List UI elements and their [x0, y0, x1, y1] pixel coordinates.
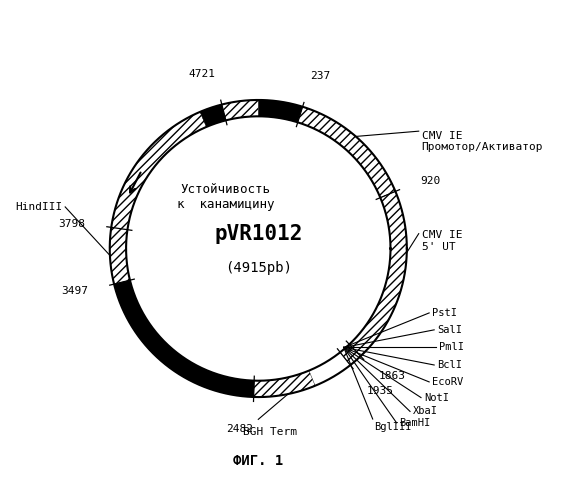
- Polygon shape: [340, 344, 361, 365]
- Text: 1863: 1863: [379, 370, 406, 380]
- Text: NotI: NotI: [424, 392, 449, 402]
- Polygon shape: [258, 100, 302, 122]
- Text: BamHI: BamHI: [400, 418, 431, 428]
- Polygon shape: [200, 104, 226, 127]
- Text: 3798: 3798: [58, 218, 85, 228]
- Text: CMV IE
Промотор/Активатор: CMV IE Промотор/Активатор: [422, 131, 543, 152]
- Text: pVR1012: pVR1012: [214, 224, 302, 244]
- Text: XbaI: XbaI: [413, 406, 438, 416]
- Text: 3497: 3497: [61, 286, 88, 296]
- Text: ФИГ. 1: ФИГ. 1: [233, 454, 283, 468]
- Polygon shape: [222, 100, 258, 120]
- Text: BGH Term: BGH Term: [244, 427, 297, 437]
- Text: PmlI: PmlI: [439, 342, 464, 352]
- Polygon shape: [110, 112, 206, 284]
- Text: 920: 920: [420, 176, 440, 186]
- Text: BglIII: BglIII: [374, 422, 412, 432]
- Text: PstI: PstI: [432, 308, 457, 318]
- Text: BclI: BclI: [437, 360, 462, 370]
- Text: SalI: SalI: [437, 325, 462, 335]
- Text: 2482: 2482: [226, 424, 253, 434]
- Text: 237: 237: [310, 71, 331, 81]
- Text: Устойчивость
к  канамицину: Устойчивость к канамицину: [177, 182, 274, 210]
- Polygon shape: [110, 100, 407, 397]
- Text: HindIII: HindIII: [15, 202, 62, 212]
- Polygon shape: [350, 192, 407, 356]
- Text: 1935: 1935: [367, 386, 394, 396]
- Text: (4915pb): (4915pb): [225, 261, 292, 275]
- Polygon shape: [298, 106, 395, 198]
- Text: EcoRV: EcoRV: [432, 377, 463, 387]
- Text: CMV IE
5' UT: CMV IE 5' UT: [422, 230, 462, 252]
- Polygon shape: [114, 280, 254, 397]
- Text: 4721: 4721: [188, 68, 215, 78]
- Polygon shape: [253, 370, 315, 397]
